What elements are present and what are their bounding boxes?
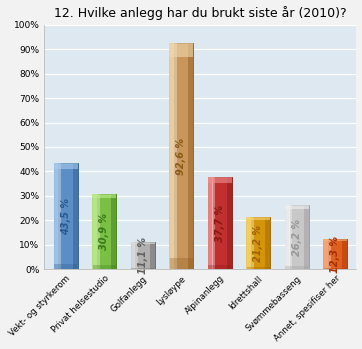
Bar: [131, 242, 155, 269]
Bar: [208, 177, 212, 269]
Bar: [285, 266, 308, 269]
Bar: [323, 239, 347, 241]
Bar: [289, 205, 292, 269]
Bar: [208, 265, 231, 269]
Bar: [285, 205, 309, 209]
Bar: [251, 217, 254, 269]
Bar: [58, 163, 61, 269]
Bar: [97, 194, 100, 269]
Bar: [54, 163, 77, 269]
Bar: [131, 242, 155, 244]
Bar: [342, 239, 347, 269]
Bar: [188, 43, 193, 269]
Bar: [92, 194, 116, 269]
Text: 11,1 %: 11,1 %: [138, 237, 148, 274]
Bar: [227, 177, 232, 269]
Text: 30,9 %: 30,9 %: [99, 213, 109, 250]
Bar: [92, 194, 97, 269]
Bar: [323, 239, 347, 269]
Bar: [246, 217, 251, 269]
Bar: [92, 194, 116, 198]
Bar: [208, 177, 232, 269]
Bar: [73, 163, 77, 269]
Bar: [328, 239, 331, 269]
Bar: [246, 217, 270, 221]
Text: 26,2 %: 26,2 %: [292, 218, 302, 256]
Bar: [54, 264, 77, 269]
Bar: [323, 239, 328, 269]
Bar: [131, 242, 135, 269]
Bar: [265, 217, 270, 269]
Text: 21,2 %: 21,2 %: [253, 225, 263, 262]
Bar: [324, 268, 347, 269]
Bar: [54, 163, 77, 169]
Text: 43,5 %: 43,5 %: [60, 198, 71, 235]
Bar: [170, 258, 193, 269]
Bar: [212, 177, 215, 269]
Bar: [285, 205, 290, 269]
Bar: [247, 267, 270, 269]
Bar: [208, 177, 232, 183]
Bar: [111, 194, 116, 269]
Text: 92,6 %: 92,6 %: [176, 138, 186, 174]
Bar: [304, 205, 309, 269]
Bar: [54, 163, 58, 269]
Bar: [246, 217, 270, 269]
Text: 37,7 %: 37,7 %: [215, 205, 225, 242]
Bar: [93, 265, 116, 269]
Bar: [135, 242, 138, 269]
Bar: [174, 43, 177, 269]
Bar: [169, 43, 193, 57]
Bar: [131, 268, 154, 269]
Bar: [285, 205, 309, 269]
Bar: [150, 242, 155, 269]
Text: 12,3 %: 12,3 %: [330, 236, 340, 273]
Bar: [169, 43, 193, 269]
Title: 12. Hvilke anlegg har du brukt siste år (2010)?: 12. Hvilke anlegg har du brukt siste år …: [54, 6, 347, 20]
Bar: [169, 43, 174, 269]
